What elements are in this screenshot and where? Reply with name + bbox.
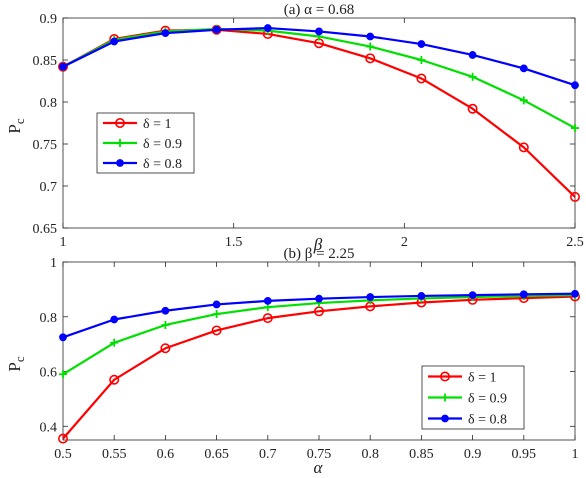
chart-title: (a) α = 0.68 (284, 2, 354, 18)
data-point (59, 62, 67, 71)
x-tick-label: 0.7 (259, 447, 277, 462)
y-tick-label: 0.8 (40, 96, 58, 111)
y-tick-label: 1 (50, 256, 57, 271)
legend-swatch-marker (441, 393, 449, 402)
data-point (110, 315, 119, 324)
data-point (519, 96, 528, 105)
x-tick-label: 0.95 (512, 447, 537, 462)
legend-swatch-marker (441, 414, 449, 423)
data-point (212, 300, 221, 309)
y-tick-label: 0.65 (33, 222, 58, 237)
x-tick-label: 0.9 (464, 447, 482, 462)
data-point (315, 27, 323, 36)
x-tick-label: 0.65 (204, 447, 229, 462)
data-point (365, 53, 376, 64)
legend-swatch-marker (115, 118, 126, 129)
y-tick-label: 0.4 (40, 420, 58, 435)
x-tick-label: 0.85 (409, 447, 434, 462)
chart-b: (b) β = 2.25 0.5 0.55 0.6 0.65 0.7 0.75 0.8 0.85… (5, 246, 580, 477)
x-tick-label: 0.8 (361, 447, 379, 462)
legend-label: δ = 0.9 (468, 392, 507, 407)
y-tick-label: 0.7 (40, 180, 58, 195)
data-point (315, 294, 323, 303)
legend-swatch-marker (439, 371, 450, 382)
x-tick-label: 1 (60, 235, 67, 250)
legend-label: δ = 0.8 (143, 157, 182, 172)
data-point (519, 290, 528, 299)
series-0 (57, 291, 580, 444)
y-tick-label: 0.9 (40, 12, 58, 27)
data-point (262, 313, 273, 324)
x-tick-label: 0.6 (157, 447, 175, 462)
data-point (366, 42, 375, 51)
data-point (416, 73, 427, 84)
data-point (109, 374, 120, 385)
legend-label: δ = 1 (143, 117, 172, 132)
data-point (160, 343, 171, 354)
x-tick-label: 0.55 (102, 447, 127, 462)
chart-title: (b) β = 2.25 (283, 246, 354, 262)
data-point (57, 433, 68, 444)
series-2 (59, 289, 579, 342)
data-point (518, 142, 529, 153)
y-axis-label: Pc (5, 356, 27, 371)
data-point (161, 320, 170, 329)
legend-label: δ = 0.8 (468, 413, 507, 428)
legend-label: δ = 0.9 (143, 137, 182, 152)
data-point (161, 306, 170, 315)
data-point (571, 124, 579, 133)
x-axis-label: β (313, 235, 323, 254)
legend: δ = 1 δ = 0.9 δ = 0.8 (421, 365, 525, 430)
data-point (366, 32, 375, 41)
data-point (212, 25, 221, 34)
data-point (468, 51, 477, 59)
data-point (569, 191, 580, 202)
chart-a: (a) α = 0.68 1 1.5 2 2.5 0.65 0.7 0.75 0.8 0.85 0.… (5, 2, 584, 254)
series-line (62, 295, 576, 440)
x-tick-label: 2.5 (566, 235, 584, 250)
legend-swatch-marker (116, 139, 124, 147)
y-tick-label: 0.75 (33, 138, 58, 153)
series-2 (59, 24, 579, 90)
data-point (417, 40, 426, 48)
x-tick-label: 1 (572, 447, 579, 462)
legend: δ = 1 δ = 0.9 δ = 0.8 (96, 112, 195, 174)
data-point (59, 370, 67, 379)
data-point (211, 325, 222, 336)
x-tick-label: 2 (401, 235, 408, 250)
y-tick-label: 0.6 (40, 366, 58, 381)
data-point (263, 296, 272, 305)
data-point (417, 292, 426, 300)
y-tick-label: 0.85 (33, 54, 58, 69)
x-tick-label: 0.5 (54, 447, 72, 462)
data-point (57, 61, 68, 72)
data-point (468, 72, 477, 81)
y-tick-label: 0.8 (40, 311, 58, 326)
data-point (467, 103, 478, 114)
data-point (110, 338, 119, 347)
x-tick-label: 0.75 (307, 447, 332, 462)
data-point (313, 306, 324, 317)
data-point (110, 37, 119, 46)
legend-swatch-marker (116, 159, 124, 167)
data-point (212, 310, 221, 319)
data-point (417, 56, 426, 64)
legend-label: δ = 1 (468, 371, 497, 386)
y-axis-label: Pc (5, 118, 27, 133)
data-point (366, 293, 375, 301)
data-point (161, 29, 170, 38)
data-point (468, 291, 477, 300)
x-axis-label: α (314, 458, 324, 477)
data-point (59, 333, 67, 342)
data-point (571, 81, 579, 90)
x-tick-label: 1.5 (225, 235, 243, 250)
data-point (519, 64, 528, 73)
data-point (263, 24, 272, 32)
data-point (571, 289, 579, 298)
